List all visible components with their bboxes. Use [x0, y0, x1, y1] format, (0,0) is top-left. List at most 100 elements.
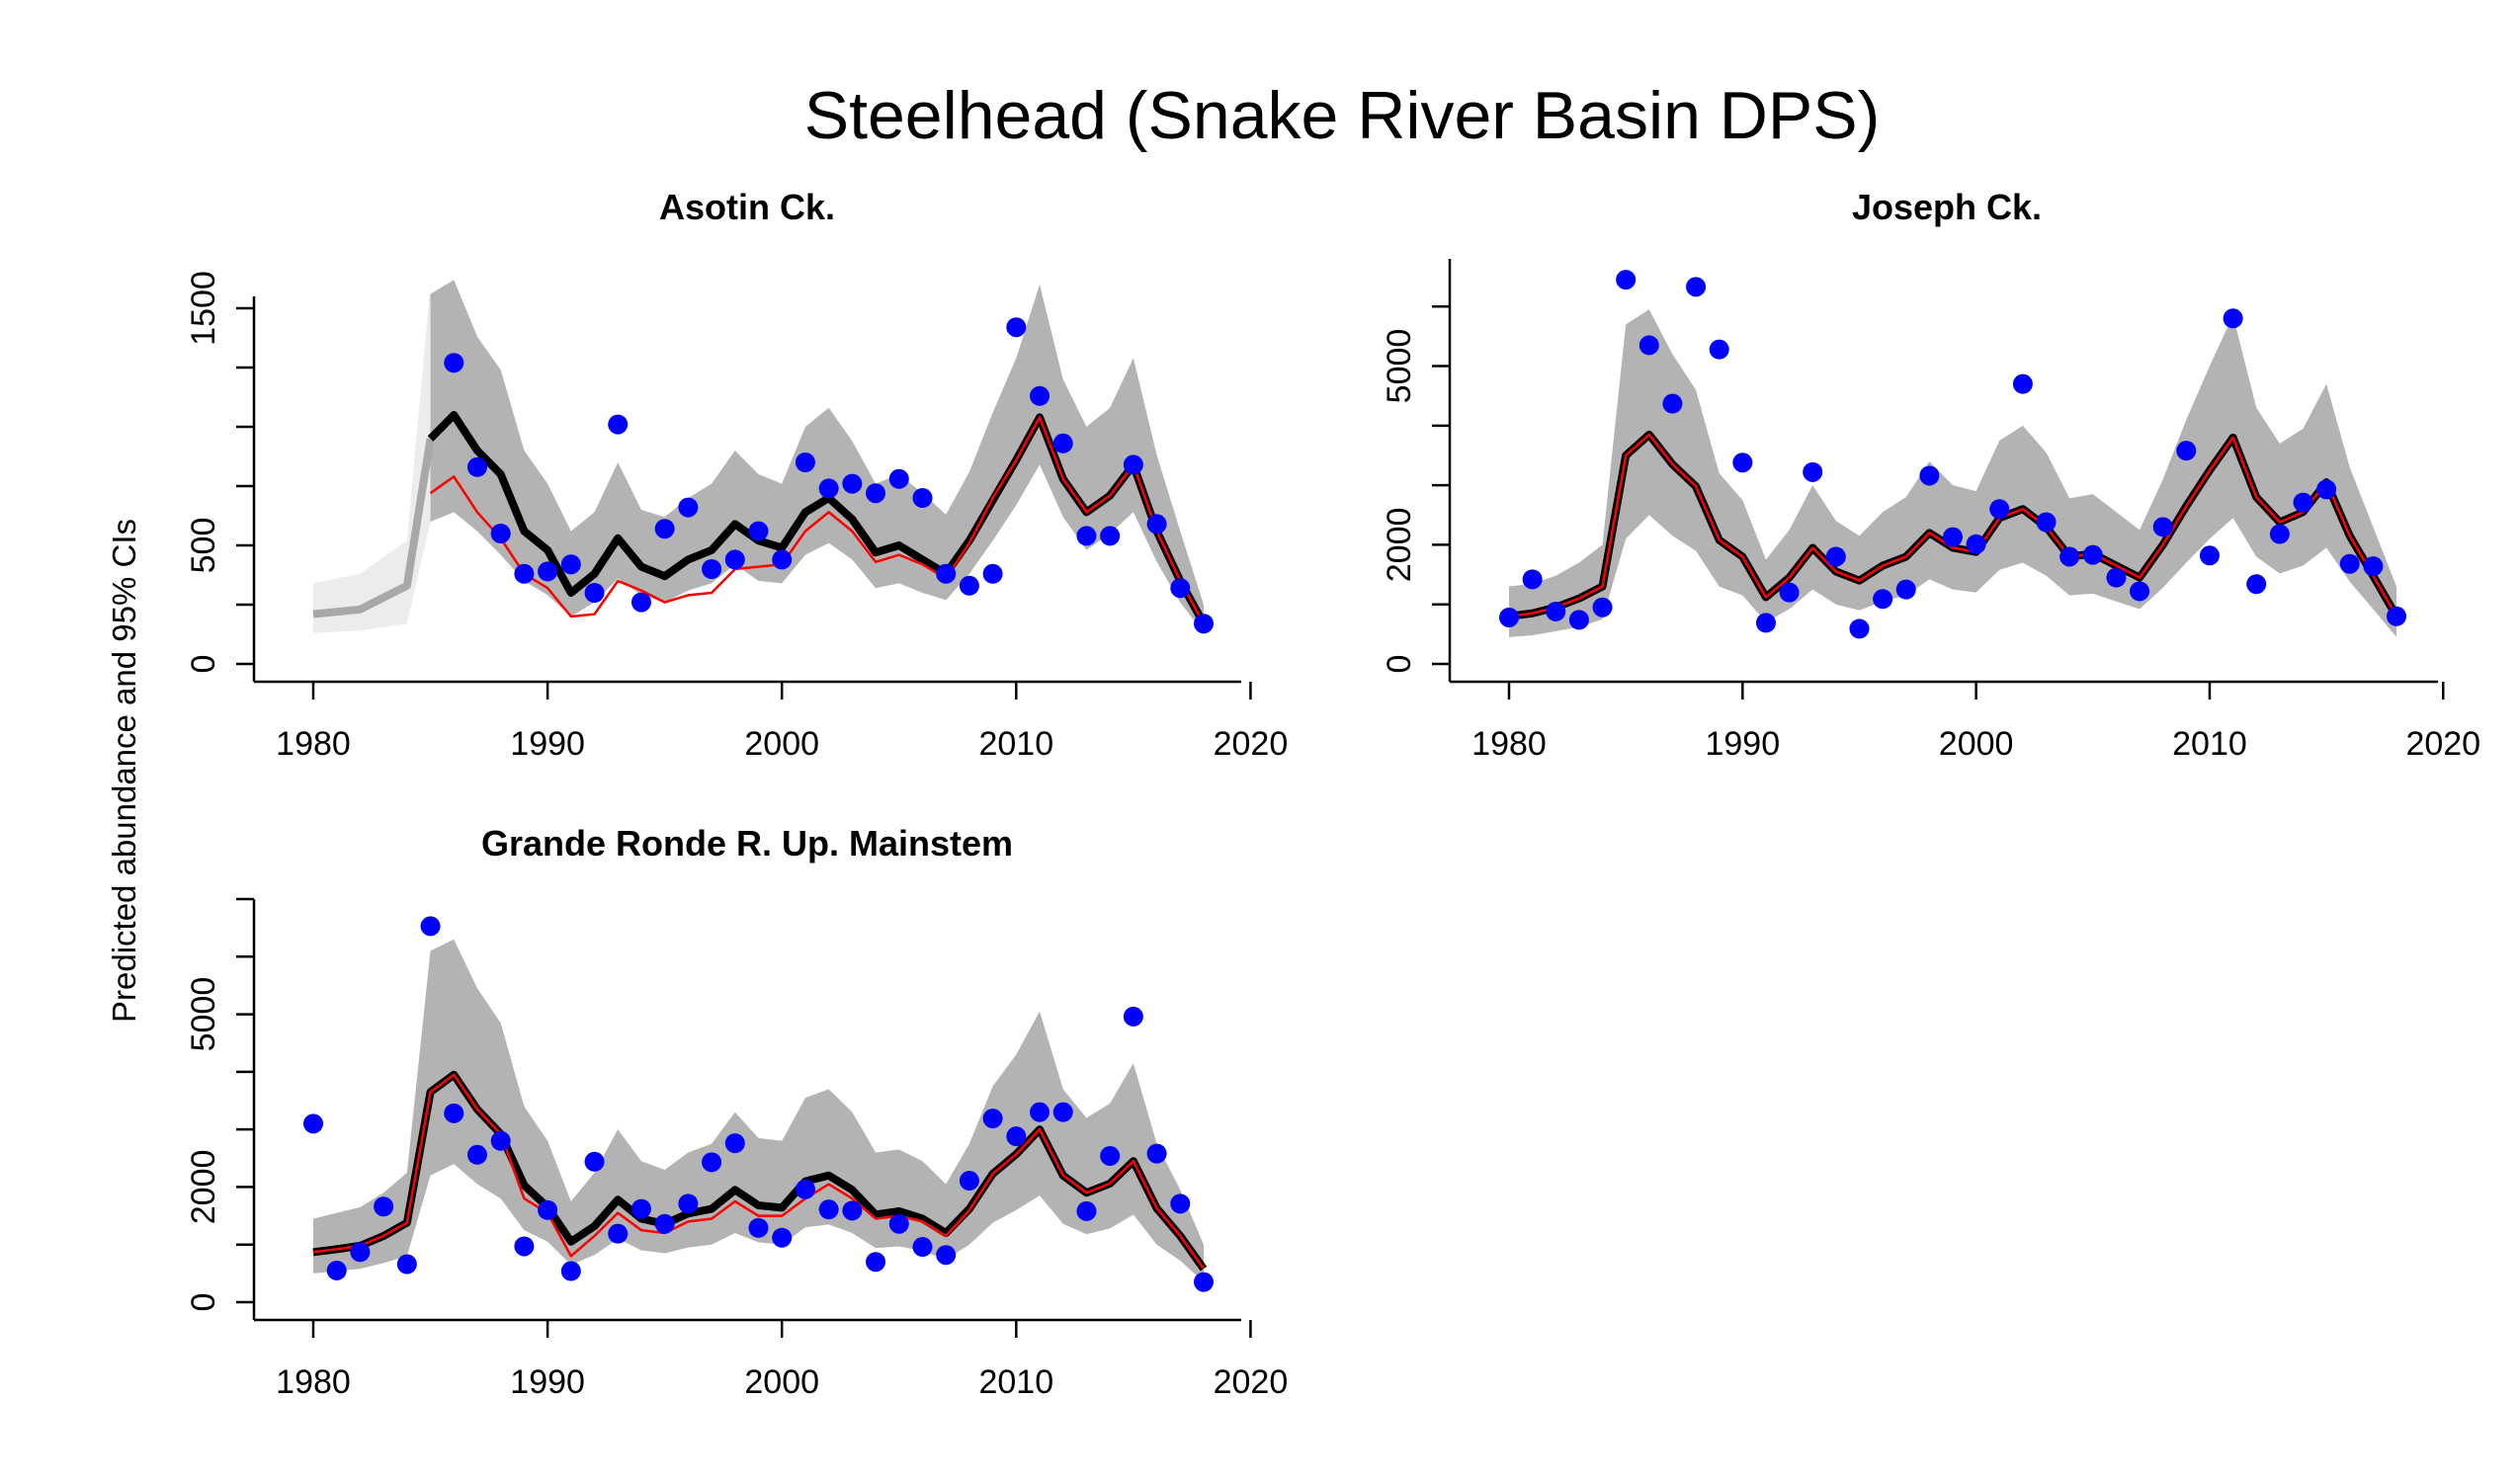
y-tick-label: 0	[185, 1293, 222, 1312]
observed-point	[2176, 441, 2197, 461]
observed-point	[795, 1179, 815, 1199]
observed-point	[2012, 373, 2033, 394]
x-tick-label: 2010	[2172, 725, 2247, 763]
observed-point	[1076, 526, 1097, 546]
observed-point	[466, 1144, 487, 1165]
observed-point	[1170, 1194, 1191, 1214]
observed-point	[959, 1171, 979, 1192]
observed-point	[608, 1223, 629, 1244]
observed-point	[1568, 610, 1589, 630]
observed-point	[1616, 270, 1637, 290]
observed-point	[2363, 556, 2384, 577]
panel-asotin: Asotin Ck. 1980 1990 2000 2010 2020 0 500 1500	[185, 187, 1288, 763]
observed-point	[1100, 526, 1121, 546]
x-tick-label: 2020	[2405, 725, 2480, 763]
x-tick-label: 1990	[510, 725, 585, 763]
observed-point	[702, 1152, 722, 1173]
observed-point	[2059, 546, 2080, 567]
y-tick-label: 2000	[1381, 508, 1418, 583]
observed-point	[1943, 527, 1963, 547]
observed-point	[396, 1254, 417, 1275]
observed-point	[1966, 534, 1986, 554]
observed-point	[936, 563, 957, 584]
observed-point	[2036, 512, 2057, 533]
observed-point	[1546, 601, 1566, 621]
observed-point	[772, 549, 793, 570]
observed-point	[678, 497, 699, 518]
observed-point	[514, 563, 535, 584]
observed-point	[1052, 1102, 1073, 1122]
observed-point	[748, 1217, 769, 1238]
observed-point	[818, 478, 839, 499]
observed-point	[795, 453, 815, 472]
observed-point	[936, 1245, 957, 1266]
observed-point	[1592, 597, 1613, 618]
observed-point	[584, 1151, 605, 1172]
observed-point	[1006, 1126, 1027, 1147]
observed-point	[724, 1133, 745, 1154]
observed-point	[350, 1242, 371, 1263]
observed-point	[818, 1199, 839, 1220]
y-axis-label: Predicted abundance and 95% CIs	[106, 519, 142, 1023]
observed-point	[888, 468, 909, 489]
observed-point	[560, 1261, 581, 1281]
figure-title: Steelhead (Snake River Basin DPS)	[804, 78, 1881, 153]
y-tick-label: 5000	[185, 977, 222, 1052]
x-tick-label: 2000	[744, 725, 819, 763]
x-tick-label: 2020	[1214, 1363, 1289, 1401]
observed-point	[1779, 582, 1800, 603]
observed-point	[444, 1103, 464, 1123]
panel-joseph: Joseph Ck. 1980 1990 2000 2010 2020 0 2000 5000	[1381, 187, 2480, 763]
observed-point	[982, 1109, 1003, 1129]
x-tick-label: 2010	[978, 1363, 1053, 1401]
panel-title: Asotin Ck.	[659, 187, 835, 227]
red-line	[312, 1073, 1206, 1270]
observed-point	[982, 563, 1003, 584]
observed-point	[842, 473, 863, 494]
observed-point	[959, 575, 979, 596]
x-tick-label: 2010	[978, 725, 1053, 763]
observed-point	[1052, 433, 1073, 453]
x-tick-label: 2000	[744, 1363, 819, 1401]
observed-point	[374, 1196, 394, 1217]
red-line	[1508, 433, 2398, 618]
observed-point	[1499, 607, 1519, 627]
observed-point	[748, 521, 769, 541]
observed-point	[490, 524, 511, 543]
observed-point	[1873, 589, 1893, 610]
observed-point	[560, 554, 581, 575]
observed-point	[702, 559, 722, 579]
observed-point	[466, 456, 487, 477]
observed-point	[2316, 479, 2337, 500]
observed-point	[1662, 393, 1683, 414]
observed-point	[1123, 1006, 1143, 1027]
observed-point	[1146, 514, 1167, 535]
observed-point	[866, 1252, 886, 1273]
observed-point	[2269, 524, 2290, 544]
observed-point	[2293, 492, 2313, 513]
observed-point	[1030, 385, 1050, 406]
observed-point	[1732, 453, 1753, 473]
observed-point	[1919, 465, 1940, 486]
x-tick-label: 1980	[276, 1363, 351, 1401]
observed-point	[678, 1194, 699, 1214]
observed-point	[2106, 567, 2127, 588]
observed-point	[2199, 545, 2220, 566]
y-tick-label: 0	[185, 655, 222, 674]
observed-point	[1076, 1200, 1097, 1221]
observed-point	[1123, 454, 1143, 475]
y-tick-label: 5000	[1381, 329, 1418, 404]
observed-point	[724, 549, 745, 570]
observed-point	[420, 916, 441, 937]
observed-point	[1100, 1145, 1121, 1166]
observed-point	[514, 1236, 535, 1257]
observed-point	[538, 1199, 558, 1220]
y-tick-label: 2000	[185, 1150, 222, 1225]
observed-point	[912, 1237, 933, 1258]
early-median-line	[312, 438, 435, 618]
x-tick-label: 2000	[1939, 725, 2014, 763]
observed-point	[1194, 614, 1214, 634]
observed-point	[772, 1227, 793, 1248]
observed-point	[584, 583, 605, 603]
